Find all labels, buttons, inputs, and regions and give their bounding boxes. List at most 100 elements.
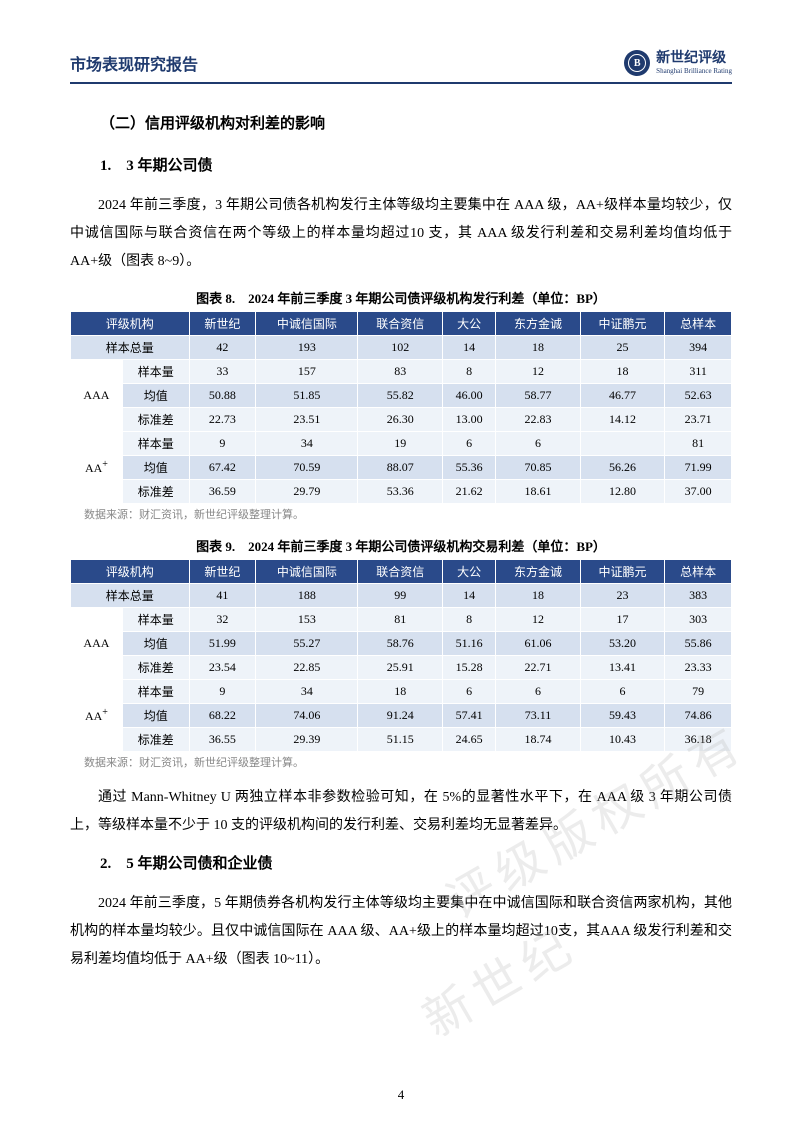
table9-cell: 23.54 [189,656,256,680]
table8-cell: 311 [665,360,732,384]
table9-total-row: 样本总量4118899141823383 [71,584,732,608]
table8-cell [580,432,664,456]
subsection-heading-1: 1. 3 年期公司债 [70,154,732,178]
table9-cell: 25.91 [358,656,442,680]
table8-cell: 22.73 [189,408,256,432]
table9-cell: 13.41 [580,656,664,680]
table8-cell: 23.71 [665,408,732,432]
table9-header-cell: 大公 [442,560,495,584]
table9-cell: 6 [580,680,664,704]
table9-header-cell: 评级机构 [71,560,190,584]
table8-cell: 71.99 [665,456,732,480]
table8: 评级机构新世纪中诚信国际联合资信大公东方金诚中证鹏元总样本 样本总量421931… [70,311,732,504]
paragraph-mid: 通过 Mann-Whitney U 两独立样本非参数检验可知，在 5%的显著性水… [70,784,732,840]
table8-cell: 18 [580,360,664,384]
table8-cell: 56.26 [580,456,664,480]
table9-header-cell: 东方金诚 [496,560,580,584]
paragraph-2: 2024 年前三季度，5 年期债券各机构发行主体等级均主要集中在中诚信国际和联合… [70,890,732,974]
table9-rowlabel-cell: 标准差 [122,656,189,680]
table8-cell: 23.51 [256,408,358,432]
logo-en: Shanghai Brilliance Rating [656,68,732,75]
table9-data-row: 均值68.2274.0691.2457.4173.1159.4374.86 [71,704,732,728]
table9-data-row: 标准差23.5422.8525.9115.2822.7113.4123.33 [71,656,732,680]
table9-data-row: AA+样本量9341866679 [71,680,732,704]
table8-cell: 33 [189,360,256,384]
table8-cell: 55.82 [358,384,442,408]
table8-grade-cell: AAA [71,360,123,432]
table8-rowlabel-cell: 均值 [122,456,189,480]
table8-cell: 193 [256,336,358,360]
table8-cell: 53.36 [358,480,442,504]
table9-cell: 15.28 [442,656,495,680]
table9-grade-cell: AAA [71,608,123,680]
table9-cell: 18.74 [496,728,580,752]
table9-data-row: 均值51.9955.2758.7651.1661.0653.2055.86 [71,632,732,656]
table8-data-row: 均值50.8851.8555.8246.0058.7746.7752.63 [71,384,732,408]
table9-header-cell: 联合资信 [358,560,442,584]
table9-rowlabel-cell: 均值 [122,704,189,728]
table9-cell: 6 [442,680,495,704]
table8-cell: 12 [496,360,580,384]
table8-cell: 70.59 [256,456,358,480]
table9-cell: 18 [496,584,580,608]
table8-caption: 图表 8. 2024 年前三季度 3 年期公司债评级机构发行利差（单位：BP） [70,288,732,307]
table8-head-row: 评级机构新世纪中诚信国际联合资信大公东方金诚中证鹏元总样本 [71,312,732,336]
table9-header-cell: 总样本 [665,560,732,584]
table8-cell: 394 [665,336,732,360]
page-number: 4 [0,1087,802,1103]
table9-rowlabel-cell: 均值 [122,632,189,656]
table8-total-row: 样本总量42193102141825394 [71,336,732,360]
table8-cell: 42 [189,336,256,360]
paragraph-1: 2024 年前三季度，3 年期公司债各机构发行主体等级均主要集中在 AAA 级，… [70,192,732,276]
table9-cell: 79 [665,680,732,704]
table9-cell: 23 [580,584,664,608]
table9-cell: 51.16 [442,632,495,656]
table8-cell: 6 [496,432,580,456]
table8-rowlabel-cell: 标准差 [122,408,189,432]
logo-icon: B [624,50,650,76]
table9-cell: 74.06 [256,704,358,728]
table9-cell: 29.39 [256,728,358,752]
table9-cell: 18 [358,680,442,704]
table8-cell: 58.77 [496,384,580,408]
table9-cell: 51.15 [358,728,442,752]
table9-cell: 73.11 [496,704,580,728]
header-logo: B 新世纪评级 Shanghai Brilliance Rating [624,50,732,76]
table8-header-cell: 评级机构 [71,312,190,336]
table8-cell: 14 [442,336,495,360]
table8-cell: 9 [189,432,256,456]
table9-cell: 36.18 [665,728,732,752]
table9-cell: 14 [442,584,495,608]
table8-cell: 14.12 [580,408,664,432]
table8-header-cell: 新世纪 [189,312,256,336]
table8-cell: 50.88 [189,384,256,408]
header-title: 市场表现研究报告 [70,51,198,75]
table8-cell: 8 [442,360,495,384]
table8-cell: 13.00 [442,408,495,432]
table8-cell: 46.77 [580,384,664,408]
table9-rowlabel-cell: 标准差 [122,728,189,752]
table8-cell: 55.36 [442,456,495,480]
table9-cell: 10.43 [580,728,664,752]
table8-rowlabel-cell: 样本量 [122,360,189,384]
table8-rowlabel-cell: 样本量 [122,432,189,456]
table8-data-row: AAA样本量331578381218311 [71,360,732,384]
table9-cell: 99 [358,584,442,608]
page-header: 市场表现研究报告 B 新世纪评级 Shanghai Brilliance Rat… [70,50,732,84]
table9-cell: 383 [665,584,732,608]
table8-cell: 样本总量 [71,336,190,360]
table9-header-cell: 中诚信国际 [256,560,358,584]
table8-cell: 88.07 [358,456,442,480]
table8-header-cell: 中诚信国际 [256,312,358,336]
table8-cell: 37.00 [665,480,732,504]
table9-cell: 57.41 [442,704,495,728]
table9-cell: 81 [358,608,442,632]
table8-grade-cell: AA+ [71,432,123,504]
table9-grade-cell: AA+ [71,680,123,752]
table9-cell: 51.99 [189,632,256,656]
table9-cell: 59.43 [580,704,664,728]
table8-cell: 46.00 [442,384,495,408]
table9-cell: 34 [256,680,358,704]
table8-header-cell: 联合资信 [358,312,442,336]
table8-cell: 25 [580,336,664,360]
